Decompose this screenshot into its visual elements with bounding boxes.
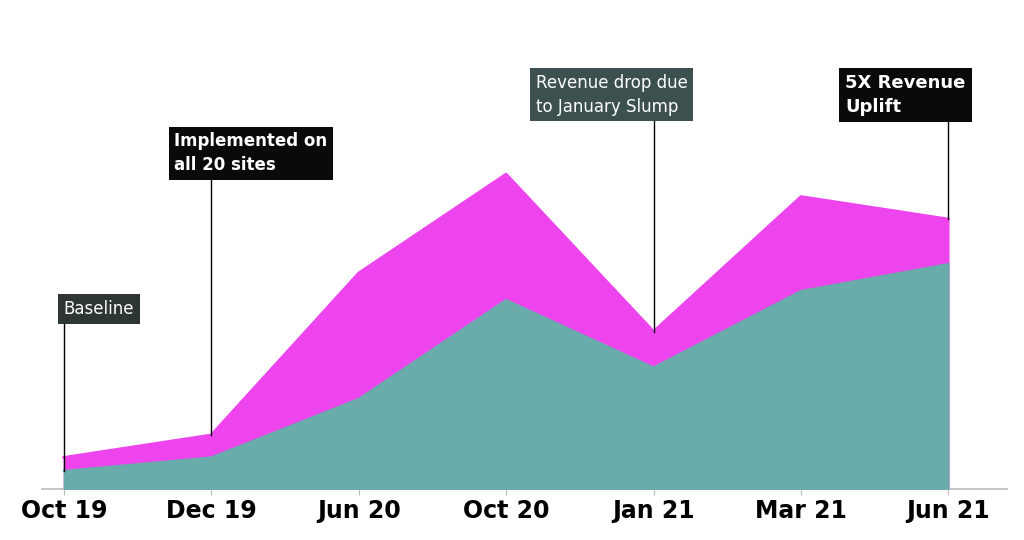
Text: Revenue drop due
to January Slump: Revenue drop due to January Slump [536,74,687,116]
Text: Baseline: Baseline [63,300,134,318]
Text: Implemented on
all 20 sites: Implemented on all 20 sites [174,132,328,174]
Text: 5X Revenue
Uplift: 5X Revenue Uplift [845,74,966,116]
